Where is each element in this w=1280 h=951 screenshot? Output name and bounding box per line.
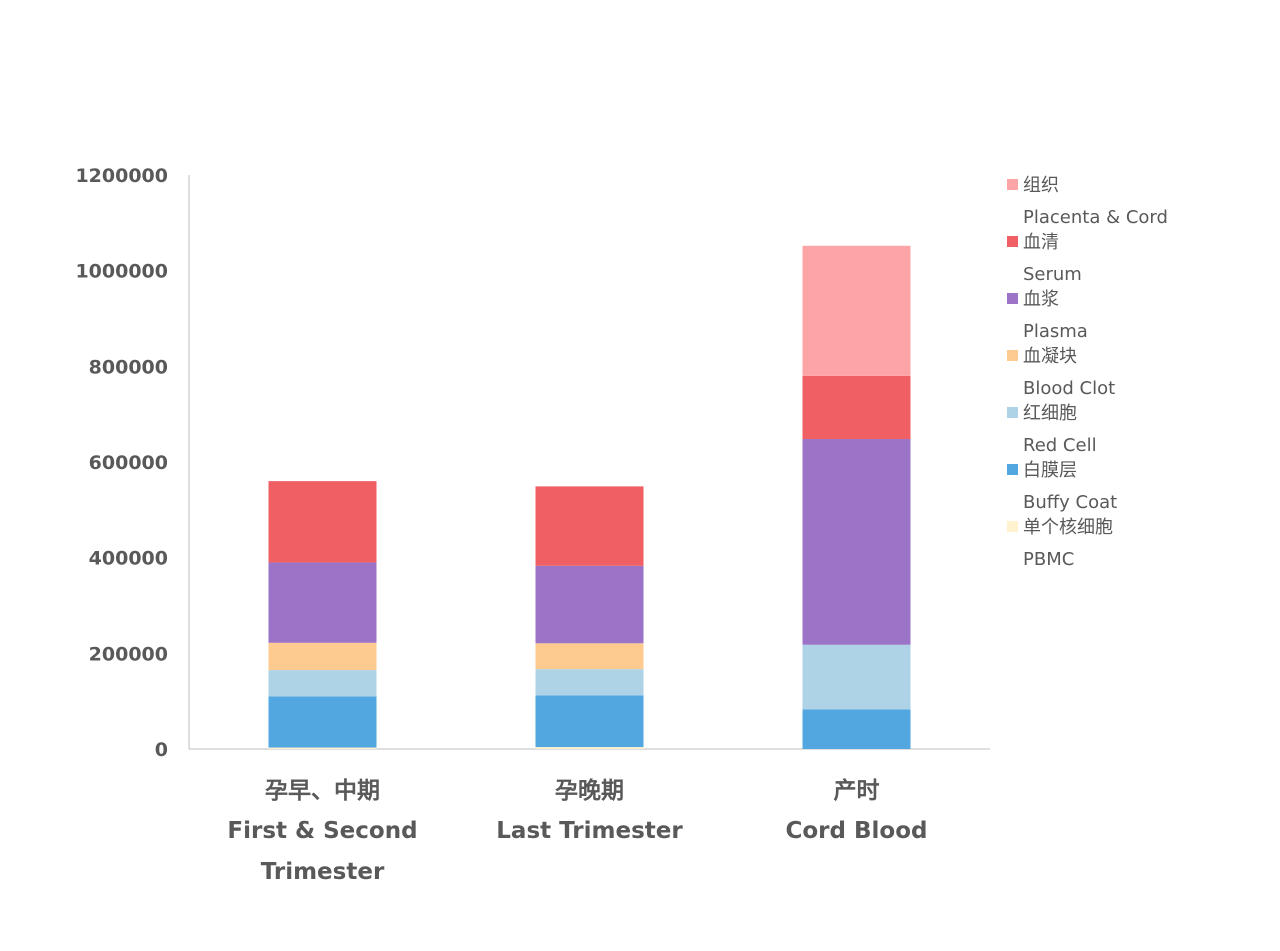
legend-label-zh: 单个核细胞 [1023, 517, 1113, 538]
bar-segment [535, 747, 644, 749]
x-tick-label-en: First & Second [227, 818, 417, 844]
legend-label-en: Blood Clot [1023, 378, 1115, 399]
legend-swatch [1007, 179, 1018, 190]
legend-label-en: Placenta & Cord [1023, 207, 1168, 228]
y-tick-label: 1200000 [75, 165, 168, 187]
bar-segment [535, 669, 644, 696]
x-tick-label-en: Last Trimester [496, 818, 683, 844]
bar-segment [268, 481, 377, 563]
legend-swatch [1007, 236, 1018, 247]
bar-segment [802, 439, 911, 645]
legend-swatch [1007, 350, 1018, 361]
y-tick-label: 800000 [89, 356, 168, 378]
legend-label-en: Buffy Coat [1023, 492, 1117, 513]
x-tick-label-zh: 产时 [834, 777, 880, 804]
legend-label-zh: 血清 [1023, 232, 1059, 253]
y-tick-label: 400000 [89, 548, 168, 570]
bar-segment [535, 486, 644, 566]
y-tick-label: 1000000 [75, 261, 168, 283]
legend-label-zh: 血凝块 [1023, 346, 1077, 367]
legend-label-zh: 组织 [1023, 175, 1059, 196]
bar-segment [268, 696, 377, 748]
legend-label-en: Plasma [1023, 321, 1088, 342]
legend-label-en: PBMC [1023, 549, 1074, 570]
bar-segment [535, 643, 644, 670]
x-tick-label-zh: 孕晚期 [555, 778, 624, 804]
x-tick-label-en: Cord Blood [786, 818, 928, 844]
bar-segment [268, 747, 377, 749]
bar-segment [802, 709, 911, 749]
bar-segment [802, 644, 911, 710]
legend-swatch [1007, 464, 1018, 475]
bar-segment [268, 642, 377, 671]
legend-label-zh: 血浆 [1023, 289, 1059, 310]
x-tick-label-en: Trimester [261, 859, 385, 885]
legend-swatch [1007, 521, 1018, 532]
bar-segment [268, 562, 377, 643]
legend-swatch [1007, 293, 1018, 304]
bar-segment [268, 670, 377, 697]
legend-label-en: Red Cell [1023, 435, 1097, 456]
legend-label-en: Serum [1023, 264, 1082, 285]
y-tick-label: 600000 [89, 452, 168, 474]
legend-label-zh: 白膜层 [1023, 460, 1077, 481]
bar-segment [535, 565, 644, 644]
bar-segment [535, 695, 644, 748]
x-tick-label-zh: 孕早、中期 [265, 778, 380, 804]
y-tick-label: 200000 [89, 643, 168, 665]
legend-swatch [1007, 407, 1018, 418]
y-tick-label: 0 [155, 739, 168, 761]
bar-segment [802, 375, 911, 440]
legend-label-zh: 红细胞 [1023, 403, 1077, 424]
bar-segment [802, 245, 911, 376]
